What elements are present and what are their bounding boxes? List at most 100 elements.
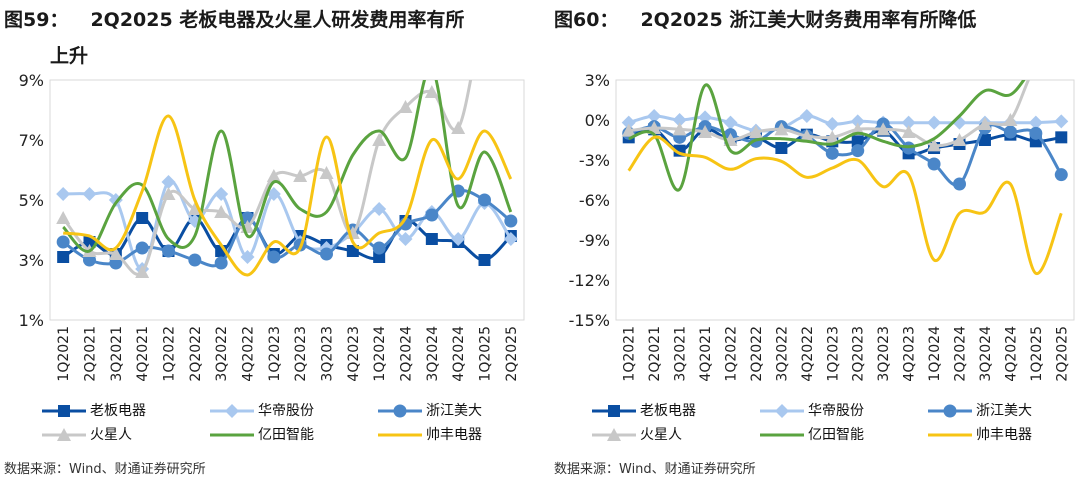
plot-frame <box>49 79 525 321</box>
x-tick-label: 1Q2022 <box>724 326 740 382</box>
legend-swatch <box>42 405 86 417</box>
data-point <box>135 265 150 278</box>
y-tick-label: 1% <box>19 311 44 330</box>
data-point <box>978 134 991 146</box>
legend-marker <box>943 404 957 418</box>
data-point <box>372 133 387 146</box>
series-line <box>628 80 1026 192</box>
data-point <box>187 202 202 215</box>
x-tick-label: 2Q2023 <box>293 326 309 382</box>
data-point <box>56 211 71 224</box>
data-point <box>108 247 123 260</box>
data-point <box>927 115 942 130</box>
legend-swatch <box>760 404 804 418</box>
x-tick-label: 1Q2023 <box>825 326 841 382</box>
legend-label: 帅丰电器 <box>976 427 1032 443</box>
legend-swatch <box>928 404 972 418</box>
legend-label: 浙江美大 <box>976 403 1032 419</box>
x-tick-label: 1Q2025 <box>478 326 494 382</box>
data-point <box>953 177 966 191</box>
x-tick-label: 2Q2022 <box>749 326 765 382</box>
y-tick-label: -9% <box>579 231 610 250</box>
data-point <box>1054 114 1069 129</box>
y-tick-label: 0% <box>585 111 610 130</box>
data-point <box>56 235 70 249</box>
data-source-right: 数据来源：Wind、财通证券研究所 <box>554 462 756 477</box>
y-tick-label: -6% <box>579 191 610 210</box>
data-point <box>1054 60 1068 73</box>
data-point <box>901 125 916 138</box>
data-point <box>698 110 713 125</box>
data-point <box>56 187 71 201</box>
legend-label: 帅丰电器 <box>426 427 482 443</box>
legend-left: 老板电器 华帝股份 浙江美大 火星人 亿田智能 帅丰电器 <box>40 400 520 450</box>
data-point <box>240 250 255 264</box>
data-point <box>952 133 967 146</box>
data-point <box>293 169 308 182</box>
y-tick-label: 7% <box>19 131 44 150</box>
legend-label: 老板电器 <box>90 403 146 419</box>
y-tick-label: -3% <box>579 151 610 170</box>
plot-frame <box>615 79 1075 321</box>
data-point <box>698 125 713 138</box>
x-tick-label: 1Q2024 <box>372 326 388 382</box>
data-point <box>1054 168 1068 182</box>
data-point <box>1003 125 1017 139</box>
legend-marker <box>393 404 407 418</box>
x-tick-label: 4Q2023 <box>902 326 918 382</box>
x-tick-label: 4Q2022 <box>800 326 816 382</box>
y-tick-label: 5% <box>19 191 44 210</box>
data-point <box>1029 60 1043 73</box>
x-tick-label: 2Q2021 <box>83 326 99 382</box>
x-tick-label: 2Q2021 <box>647 326 663 382</box>
data-point <box>748 125 763 138</box>
x-tick-label: 4Q2021 <box>135 326 151 382</box>
legend-swatch <box>210 404 254 418</box>
legend-swatch <box>210 433 254 437</box>
x-tick-label: 1Q2024 <box>927 326 943 382</box>
x-tick-label: 2Q2022 <box>188 326 204 382</box>
data-point <box>214 187 229 201</box>
x-tick-label: 1Q2021 <box>622 326 638 382</box>
data-point <box>621 123 636 137</box>
data-point <box>927 157 941 171</box>
title-line-1: 2Q2025 老板电器及火星人研发费用率有所 <box>90 9 465 31</box>
x-tick-label: 3Q2021 <box>673 326 689 382</box>
data-point <box>478 193 491 207</box>
data-point <box>373 251 386 263</box>
data-point <box>1028 115 1043 130</box>
data-point <box>372 202 387 216</box>
legend-label: 老板电器 <box>640 403 696 419</box>
data-point <box>799 109 814 123</box>
legend-marker <box>775 404 789 418</box>
x-tick-label: 1Q2022 <box>162 326 178 382</box>
data-point <box>425 208 439 222</box>
x-tick-label: 2Q2024 <box>399 326 415 382</box>
data-point <box>927 138 942 152</box>
legend-marker <box>608 405 620 417</box>
legend-label: 亿田智能 <box>258 427 314 443</box>
data-point <box>503 232 518 246</box>
y-tick-label: -12% <box>569 271 610 290</box>
figure-number: 图60： <box>554 9 619 31</box>
data-point <box>977 117 992 130</box>
data-point <box>504 214 518 228</box>
data-point <box>876 122 891 136</box>
data-point <box>901 115 916 130</box>
data-point <box>266 169 281 182</box>
data-point <box>825 130 840 144</box>
x-tick-label: 3Q2024 <box>425 326 441 382</box>
data-point <box>267 250 281 264</box>
legend-marker <box>225 404 239 418</box>
x-tick-label: 4Q2022 <box>241 326 257 382</box>
x-tick-label: 1Q2023 <box>267 326 283 382</box>
legend-swatch <box>928 433 972 437</box>
series-line <box>62 188 512 268</box>
line-chart-right: -15% -12% -9% -6% -3% 0% 3% 1Q2021 2Q2021 3Q2021 4… <box>569 60 1075 382</box>
data-point <box>424 85 439 98</box>
legend-label: 亿田智能 <box>808 427 864 443</box>
data-source-left: 数据来源：Wind、财通证券研究所 <box>4 462 206 477</box>
chart-panel-right: 图60： 2Q2025 浙江美大财务费用率有所降低 -15% -12% -9% -6% -… <box>550 0 1080 480</box>
data-point <box>372 241 386 255</box>
data-point <box>1029 126 1043 140</box>
